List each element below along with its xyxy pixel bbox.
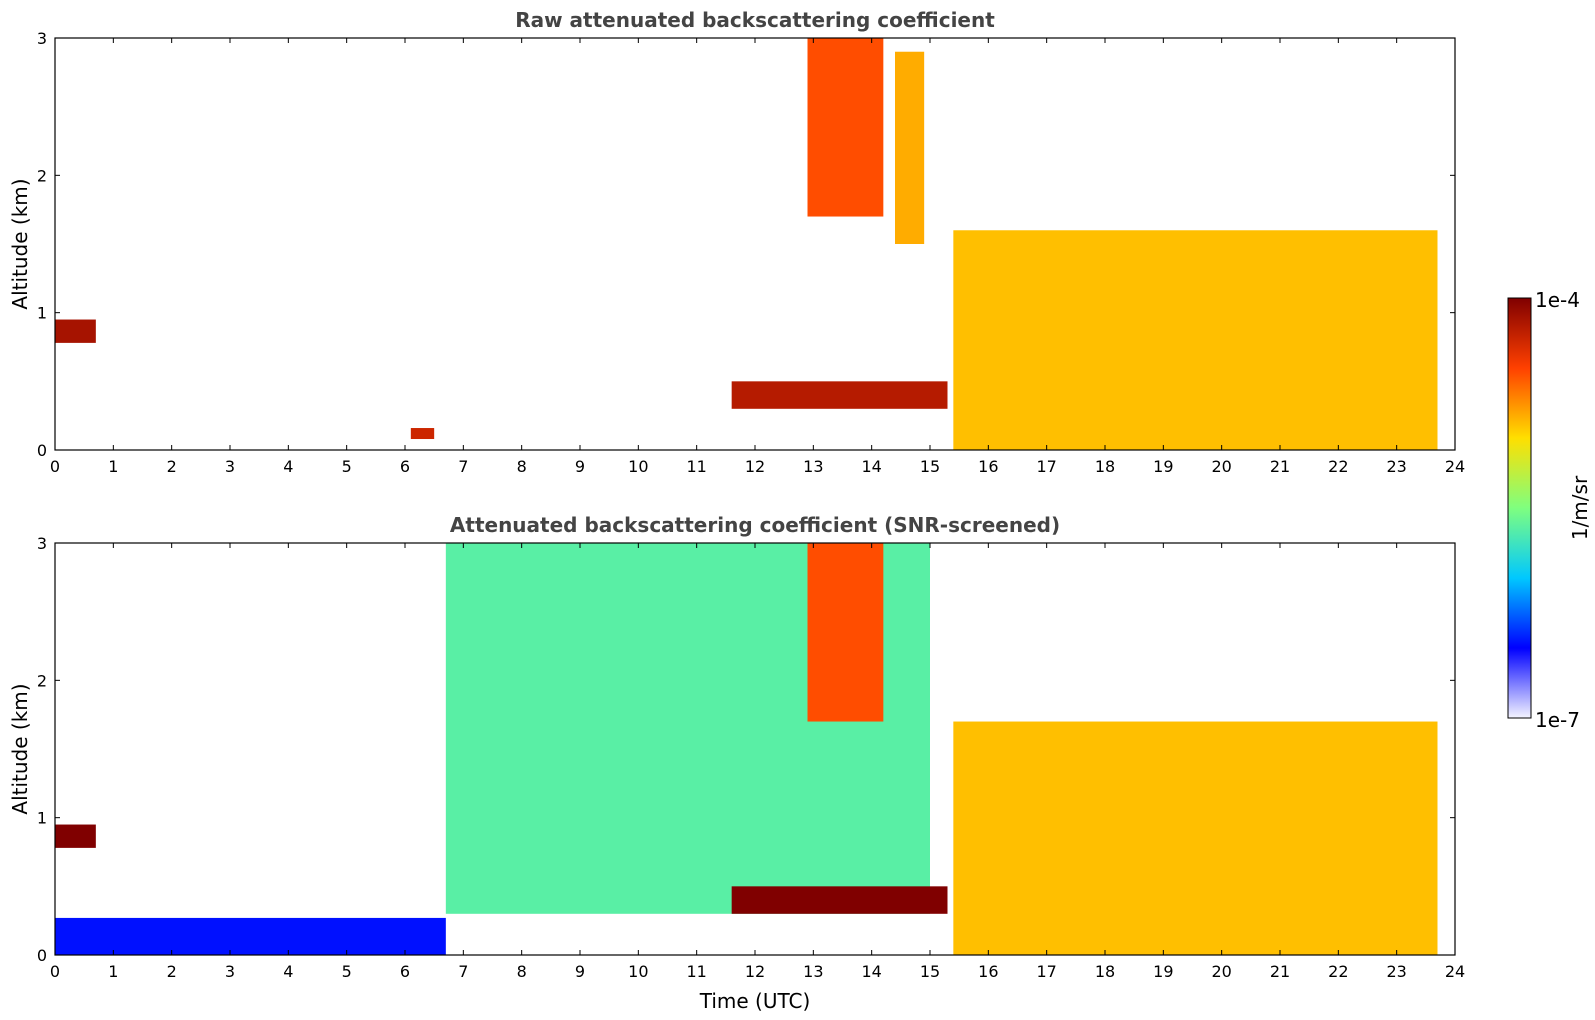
colorbar: 1e-4 1e-7 1/m/sr (1507, 288, 1592, 732)
y-axis-ticks: 0 1 2 3 (37, 29, 1455, 460)
y-tick-label: 3 (37, 29, 47, 48)
colorbar-min-label: 1e-7 (1535, 708, 1580, 732)
y-tick-label: 0 (37, 441, 47, 460)
x-tick-label: 13 (803, 457, 823, 476)
x-tick-label: 3 (225, 457, 235, 476)
heatmap-region (55, 917, 446, 955)
x-tick-label: 0 (50, 962, 60, 981)
x-tick-label: 18 (1095, 962, 1115, 981)
x-tick-label: 9 (575, 457, 585, 476)
heatmap-region (953, 721, 1438, 955)
x-tick-label: 5 (342, 457, 352, 476)
chart-title: Attenuated backscattering coefficient (S… (450, 513, 1060, 537)
x-axis-ticks: 0 1 2 3 4 5 6 7 8 9 10 11 12 13 14 15 16 17 18 19 20 21 22 23 24 (50, 38, 1465, 476)
x-tick-label: 24 (1445, 962, 1465, 981)
heatmap-region (807, 38, 884, 217)
x-tick-label: 24 (1445, 457, 1465, 476)
x-tick-label: 2 (167, 962, 177, 981)
x-tick-label: 8 (517, 962, 527, 981)
x-tick-label: 16 (978, 962, 998, 981)
x-tick-label: 16 (978, 457, 998, 476)
heatmap-region (807, 543, 884, 722)
x-tick-label: 19 (1153, 457, 1173, 476)
x-tick-label: 13 (803, 962, 823, 981)
x-tick-label: 10 (628, 962, 648, 981)
x-tick-label: 11 (686, 962, 706, 981)
x-tick-label: 22 (1328, 457, 1348, 476)
x-tick-label: 4 (283, 457, 293, 476)
x-tick-label: 3 (225, 962, 235, 981)
heatmap-image (55, 38, 1438, 450)
heatmap-image (55, 543, 1438, 955)
x-tick-label: 7 (458, 962, 468, 981)
colorbar-max-label: 1e-4 (1535, 288, 1580, 312)
x-tick-label: 10 (628, 457, 648, 476)
y-tick-label: 0 (37, 946, 47, 965)
x-tick-label: 21 (1270, 962, 1290, 981)
x-tick-label: 6 (400, 457, 410, 476)
y-tick-label: 2 (37, 671, 47, 690)
x-tick-label: 15 (920, 962, 940, 981)
x-tick-label: 21 (1270, 457, 1290, 476)
heatmap-region (410, 428, 435, 440)
x-tick-label: 23 (1386, 962, 1406, 981)
x-tick-label: 15 (920, 457, 940, 476)
x-tick-label: 5 (342, 962, 352, 981)
y-tick-label: 1 (37, 809, 47, 828)
x-tick-label: 17 (1036, 962, 1056, 981)
x-tick-label: 20 (1211, 457, 1231, 476)
x-axis-ticks: 0 1 2 3 4 5 6 7 8 9 10 11 12 13 14 15 16 17 18 19 20 21 22 23 24 (50, 543, 1465, 981)
x-tick-label: 20 (1211, 962, 1231, 981)
x-axis-label: Time (UTC) (699, 989, 811, 1013)
x-tick-label: 23 (1386, 457, 1406, 476)
heatmap-region (731, 886, 948, 914)
x-tick-label: 12 (745, 962, 765, 981)
x-tick-label: 14 (861, 962, 881, 981)
x-tick-label: 22 (1328, 962, 1348, 981)
x-tick-label: 1 (108, 962, 118, 981)
heatmap-region (895, 51, 925, 244)
y-tick-label: 3 (37, 534, 47, 553)
x-tick-label: 6 (400, 962, 410, 981)
x-tick-label: 17 (1036, 457, 1056, 476)
x-tick-label: 2 (167, 457, 177, 476)
y-tick-label: 1 (37, 304, 47, 323)
x-tick-label: 9 (575, 962, 585, 981)
heatmap-region (55, 824, 96, 848)
y-tick-label: 2 (37, 166, 47, 185)
y-axis-ticks: 0 1 2 3 (37, 534, 1455, 965)
x-tick-label: 19 (1153, 962, 1173, 981)
y-axis-label: Altitude (km) (8, 683, 32, 814)
raw-backscatter-panel: Raw attenuated backscattering coefficien… (8, 8, 1465, 476)
snr-screened-panel: Attenuated backscattering coefficient (S… (8, 513, 1465, 1013)
x-tick-label: 7 (458, 457, 468, 476)
x-tick-label: 4 (283, 962, 293, 981)
heatmap-region (731, 381, 948, 409)
y-axis-label: Altitude (km) (8, 178, 32, 309)
x-tick-label: 12 (745, 457, 765, 476)
heatmap-region (953, 230, 1438, 450)
chart-title: Raw attenuated backscattering coefficien… (515, 8, 995, 32)
x-tick-label: 11 (686, 457, 706, 476)
x-tick-label: 1 (108, 457, 118, 476)
heatmap-region (55, 319, 96, 343)
x-tick-label: 14 (861, 457, 881, 476)
colorbar-gradient (1507, 297, 1532, 719)
x-tick-label: 8 (517, 457, 527, 476)
colorbar-unit-label: 1/m/sr (1568, 475, 1592, 540)
x-tick-label: 18 (1095, 457, 1115, 476)
x-tick-label: 0 (50, 457, 60, 476)
